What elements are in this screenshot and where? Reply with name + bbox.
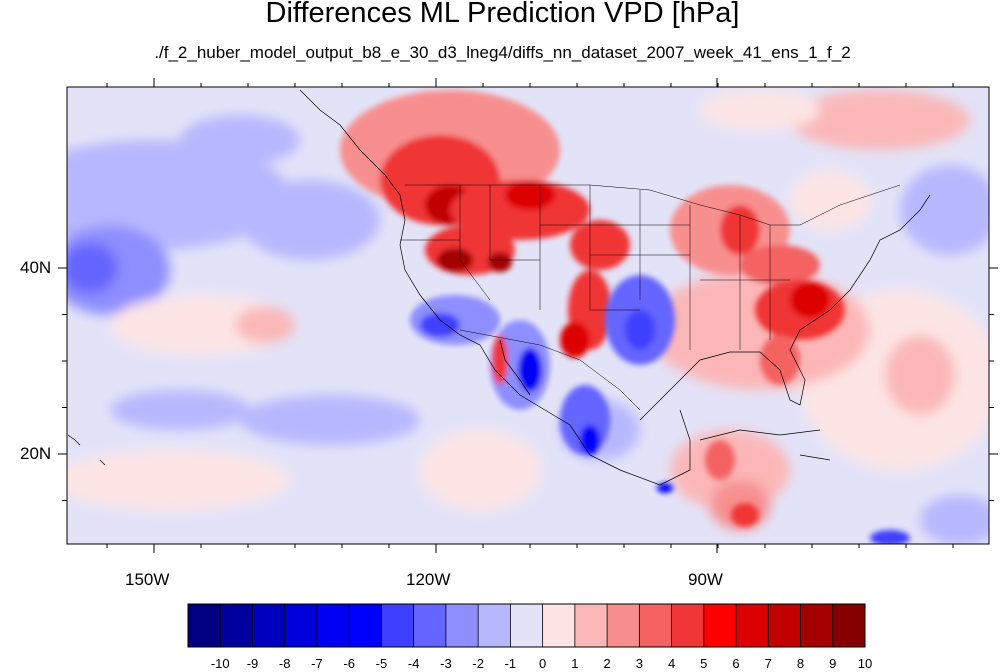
x-tick-label-150w: 150W	[125, 570, 170, 589]
page-title: Differences ML Prediction VPD [hPa]	[265, 0, 740, 29]
colorbar-bin	[188, 604, 221, 647]
y-tick-label-40n: 40N	[20, 258, 52, 277]
colorbar-bin	[800, 604, 834, 647]
colorbar-label: 6	[732, 656, 740, 671]
y-tick-label-20n: 20N	[20, 444, 52, 463]
colorbar	[187, 603, 866, 648]
colorbar-label: 1	[571, 656, 579, 671]
colorbar-label: 9	[829, 656, 837, 671]
colorbar-label: -9	[246, 656, 259, 671]
x-tick-label-120w: 120W	[406, 570, 451, 589]
colorbar-label: 7	[764, 656, 772, 671]
colorbar-bin	[574, 604, 608, 647]
colorbar-label: -8	[278, 656, 291, 671]
colorbar-frame	[187, 603, 866, 648]
negative-anomaly-regions	[410, 275, 910, 544]
colorbar-label: -10	[210, 656, 230, 671]
plot-frame	[66, 86, 990, 545]
colorbar-bin	[832, 604, 866, 647]
colorbar-bin	[413, 604, 447, 647]
colorbar-bin	[349, 604, 382, 647]
colorbar-bin	[736, 604, 769, 647]
ocean-field-patches	[67, 90, 989, 544]
colorbar-label: -4	[407, 656, 420, 671]
colorbar-label: -1	[504, 656, 517, 671]
colorbar-label: -5	[375, 656, 388, 671]
colorbar-label: 4	[667, 656, 676, 671]
colorbar-label: 10	[857, 656, 873, 671]
subtitle: ./f_2_huber_model_output_b8_e_30_d3_lneg…	[154, 43, 851, 62]
political-borders	[400, 184, 901, 411]
axis-ticks	[58, 78, 998, 553]
colorbar-label: 3	[635, 656, 643, 671]
colorbar-label: -7	[311, 656, 323, 671]
colorbar-label: -2	[472, 656, 484, 671]
colorbar-bin	[252, 604, 286, 647]
colorbar-label: 2	[603, 656, 611, 671]
colorbar-bin	[478, 604, 511, 647]
coastlines	[67, 89, 931, 486]
map-field	[67, 87, 989, 544]
colorbar-bin	[768, 604, 802, 647]
colorbar-label: 8	[796, 656, 805, 671]
colorbar-bin	[381, 604, 415, 647]
colorbar-bin	[671, 604, 705, 647]
colorbar-bin	[220, 604, 253, 647]
colorbar-label: -3	[440, 656, 452, 671]
colorbar-bin	[639, 604, 673, 647]
colorbar-label: 0	[538, 656, 547, 671]
colorbar-bin	[542, 604, 576, 647]
colorbar-bin	[607, 604, 640, 647]
colorbar-bin	[445, 604, 479, 647]
colorbar-label: -6	[343, 656, 355, 671]
colorbar-bin	[284, 604, 318, 647]
colorbar-bin	[510, 604, 544, 647]
x-tick-label-90w: 90W	[688, 570, 723, 589]
positive-anomaly-regions	[340, 90, 845, 527]
colorbar-bin	[703, 604, 737, 647]
colorbar-label: 5	[700, 656, 708, 671]
colorbar-bin	[316, 604, 350, 647]
